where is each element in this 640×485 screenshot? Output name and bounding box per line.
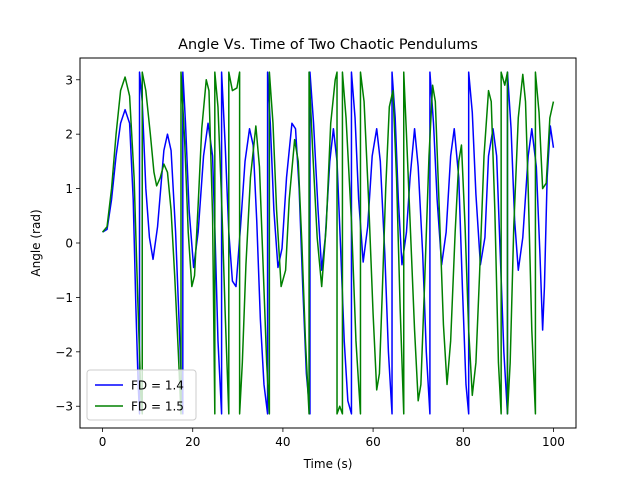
y-tick-label: −3 (55, 400, 73, 414)
x-axis: 0 20 40 60 80 100 (99, 428, 565, 449)
legend-label-fd-1-5: FD = 1.5 (131, 400, 184, 414)
y-tick-label: 0 (65, 237, 73, 251)
legend-label-fd-1-4: FD = 1.4 (131, 379, 184, 393)
x-axis-label: Time (s) (303, 457, 353, 471)
x-tick-label: 20 (185, 435, 200, 449)
x-tick-label: 60 (365, 435, 380, 449)
y-tick-label: 1 (65, 182, 73, 196)
legend-box (86, 369, 197, 421)
x-tick-label: 40 (275, 435, 290, 449)
legend: FD = 1.4 FD = 1.5 (86, 369, 197, 421)
series-group (101, 71, 555, 415)
y-tick-label: −1 (55, 291, 73, 305)
y-tick-label: 2 (65, 128, 73, 142)
series-line-fd-1-5 (101, 71, 555, 415)
x-tick-label: 100 (542, 435, 565, 449)
x-tick-label: 80 (456, 435, 471, 449)
y-tick-label: −2 (55, 345, 73, 359)
y-tick-label: 3 (65, 73, 73, 87)
x-tick-label: 0 (99, 435, 107, 449)
y-axis-label: Angle (rad) (29, 209, 43, 276)
chart-title: Angle Vs. Time of Two Chaotic Pendulums (178, 37, 478, 53)
y-axis: −3 −2 −1 0 1 2 3 (55, 73, 80, 414)
